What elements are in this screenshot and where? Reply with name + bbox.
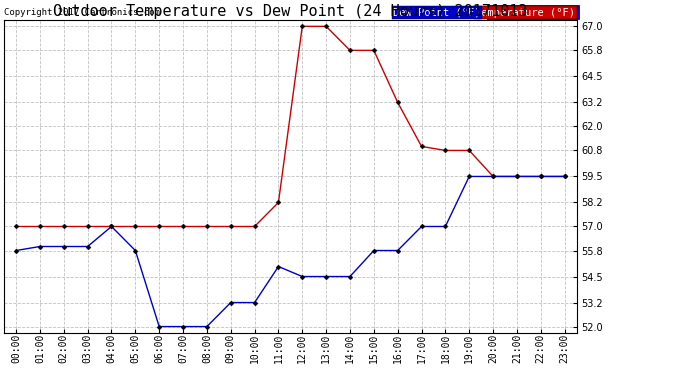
Text: Copyright 2017 Cartronics.com: Copyright 2017 Cartronics.com <box>4 8 160 17</box>
Text: Temperature (°F): Temperature (°F) <box>475 8 575 18</box>
Text: Dew Point (°F): Dew Point (°F) <box>393 8 481 18</box>
Text: Dew Point (°F): Dew Point (°F) <box>489 7 577 17</box>
Title: Outdoor Temperature vs Dew Point (24 Hours) 20171013: Outdoor Temperature vs Dew Point (24 Hou… <box>53 4 528 19</box>
